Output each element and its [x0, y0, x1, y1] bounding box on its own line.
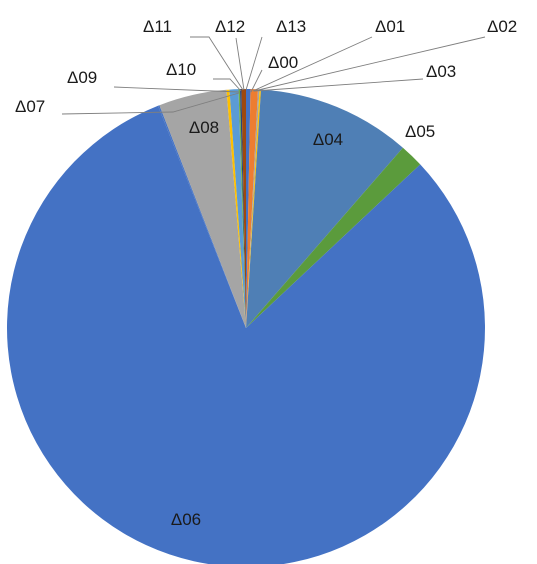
slice-label-delta-12: Δ12: [215, 17, 245, 36]
pie-slice-delta-07: [158, 105, 246, 329]
slice-label-delta-03: Δ03: [426, 62, 456, 81]
pie-slice-delta-12: [239, 89, 246, 328]
leader-line-delta-00: [250, 69, 263, 93]
slice-label-delta-00: Δ00: [268, 53, 298, 72]
pie-slice-delta-08: [159, 89, 246, 328]
leader-line-delta-13: [245, 36, 263, 91]
slice-label-delta-01: Δ01: [375, 17, 405, 36]
slice-label-delta-05: Δ05: [405, 122, 435, 141]
leader-line-delta-03: [253, 78, 424, 92]
leader-line-delta-12: [235, 37, 245, 91]
slice-label-delta-04: Δ04: [313, 130, 343, 149]
slice-label-delta-02: Δ02: [487, 17, 517, 36]
pie-slice-delta-00: [246, 88, 251, 328]
slice-label-delta-06: Δ06: [171, 510, 201, 529]
leader-lines: [61, 36, 486, 115]
slice-label-delta-07: Δ07: [15, 97, 45, 116]
pie-slice-delta-11: [238, 89, 246, 328]
slice-label-delta-09: Δ09: [67, 68, 97, 87]
slice-label-delta-13: Δ13: [276, 17, 306, 36]
slice-label-delta-10: Δ10: [166, 60, 196, 79]
slice-label-delta-11: Δ11: [143, 17, 172, 36]
leader-line-delta-09: [113, 86, 240, 93]
pie-slice-delta-01: [246, 89, 259, 328]
pie-slice-delta-04: [246, 89, 403, 328]
pie-slice-delta-13: [241, 88, 246, 328]
slice-labels: Δ00 Δ01 Δ02 Δ03 Δ04 Δ05 Δ06 Δ07 Δ08 Δ09 Δ10 Δ11 Δ12 Δ…: [15, 17, 517, 529]
slice-label-delta-08: Δ08: [189, 118, 219, 137]
pie-slice-delta-02: [246, 89, 260, 328]
pie-slice-delta-05: [246, 147, 421, 328]
leader-line-delta-10: [213, 78, 242, 92]
leader-line-delta-11: [190, 36, 244, 91]
pie-slice-delta-10: [229, 89, 246, 329]
leader-line-delta-01: [252, 36, 373, 92]
pie-slices: [7, 88, 485, 564]
leader-line-delta-02: [253, 36, 486, 92]
pie-slice-delta-06: [7, 105, 485, 564]
pie-slice-delta-09: [226, 89, 246, 328]
leader-line-delta-07: [61, 92, 240, 115]
pie-slice-delta-03: [246, 89, 262, 328]
